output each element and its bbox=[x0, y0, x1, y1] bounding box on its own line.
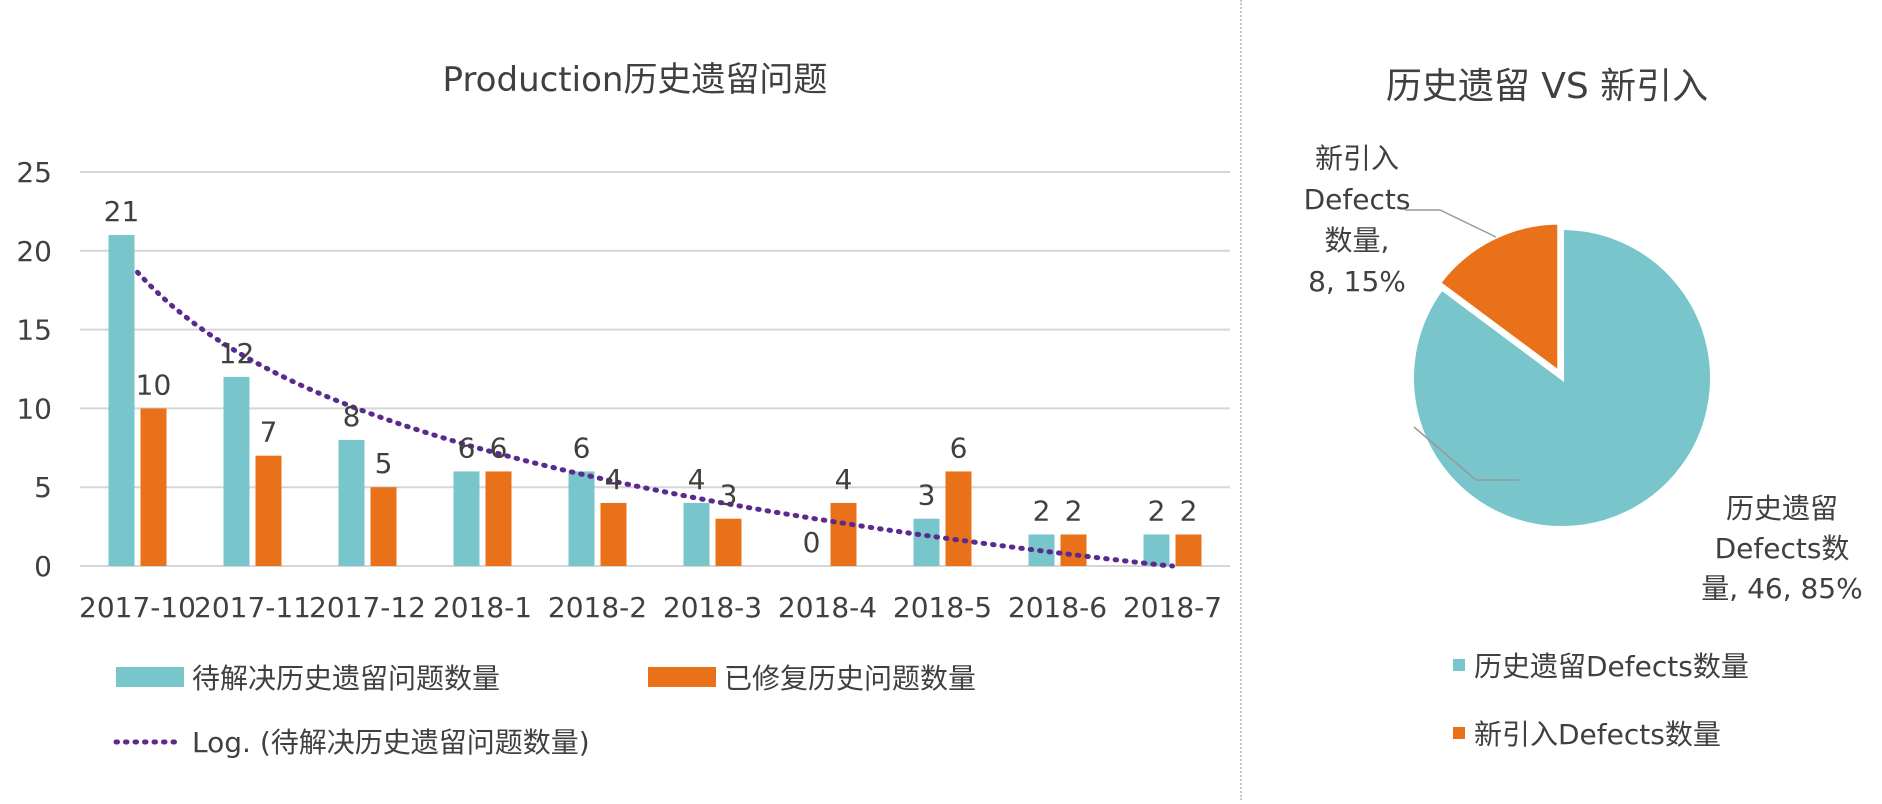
bars bbox=[108, 235, 1202, 567]
pie-slices bbox=[1410, 220, 1714, 530]
legend-label-legacy: 历史遗留Defects数量 bbox=[1474, 650, 1749, 683]
bar-fixed bbox=[1060, 534, 1087, 566]
bar-fixed bbox=[485, 471, 512, 566]
y-tick-label: 20 bbox=[16, 235, 52, 268]
pie-chart-panel: 历史遗留 VS 新引入 历史遗留 Defects数量, 46, 85% 新引入 Def… bbox=[1242, 0, 1882, 800]
legend-label-pending: 待解决历史遗留问题数量 bbox=[192, 662, 500, 695]
data-label: 0 bbox=[803, 526, 821, 559]
bar-fixed bbox=[945, 471, 972, 566]
pie-slice-legacy bbox=[1410, 225, 1714, 530]
data-label: 2 bbox=[1065, 494, 1083, 527]
data-label: 6 bbox=[458, 431, 476, 464]
y-tick-label: 15 bbox=[16, 314, 52, 347]
legend-label-new: 新引入Defects数量 bbox=[1474, 718, 1721, 751]
data-label: 6 bbox=[573, 431, 591, 464]
bar-fixed bbox=[370, 487, 397, 566]
x-tick-label: 2018-5 bbox=[893, 591, 992, 624]
y-tick-label: 25 bbox=[16, 156, 52, 189]
panel-divider bbox=[1240, 0, 1242, 800]
bar-chart-panel: Production历史遗留问题 0 5 10 15 20 25 21 10 12 7 8 5 6 6 6… bbox=[16, 60, 1230, 759]
bar-pending bbox=[683, 502, 710, 566]
leader-line-new bbox=[1405, 209, 1497, 238]
bar-fixed bbox=[1175, 534, 1202, 566]
y-tick-label: 5 bbox=[34, 471, 52, 504]
data-label: 8 bbox=[343, 400, 361, 433]
x-tick-label: 2017-12 bbox=[309, 591, 426, 624]
legend-swatch-fixed bbox=[648, 667, 716, 687]
data-label: 2 bbox=[1180, 494, 1198, 527]
pie-legend: 历史遗留Defects数量 新引入Defects数量 bbox=[1453, 650, 1749, 751]
x-tick-label: 2018-3 bbox=[663, 591, 762, 624]
legend-swatch-legacy bbox=[1453, 659, 1465, 671]
data-label: 3 bbox=[918, 479, 936, 512]
x-tick-label: 2018-1 bbox=[433, 591, 532, 624]
leader-line-legacy bbox=[1413, 426, 1519, 481]
data-label: 7 bbox=[260, 416, 278, 449]
data-label: 21 bbox=[104, 195, 140, 228]
pie-label-legacy: 历史遗留 Defects数量, 46, 85% bbox=[1701, 492, 1862, 605]
data-label: 4 bbox=[688, 463, 706, 496]
bar-fixed bbox=[715, 518, 742, 566]
legend-swatch-new bbox=[1453, 727, 1465, 739]
pie-leader-lines bbox=[1405, 209, 1519, 481]
data-label: 6 bbox=[490, 431, 508, 464]
x-tick-label: 2018-2 bbox=[548, 591, 647, 624]
pie-chart-title: 历史遗留 VS 新引入 bbox=[1386, 66, 1708, 107]
data-label: 5 bbox=[375, 447, 393, 480]
bar-chart-title: Production历史遗留问题 bbox=[443, 60, 828, 100]
data-label: 10 bbox=[136, 368, 172, 401]
data-label: 4 bbox=[605, 463, 623, 496]
y-tick-label: 0 bbox=[34, 550, 52, 583]
pie-data-labels: 历史遗留 Defects数量, 46, 85% 新引入 Defects 数量, 8, 15… bbox=[1304, 142, 1863, 605]
x-tick-label: 2018-7 bbox=[1123, 591, 1222, 624]
pie-chart: 历史遗留 VS 新引入 历史遗留 Defects数量, 46, 85% 新引入 Def… bbox=[1304, 66, 1863, 751]
bar-pending bbox=[338, 439, 365, 566]
bar-pending bbox=[568, 471, 595, 566]
x-tick-label: 2017-10 bbox=[79, 591, 196, 624]
bar-fixed bbox=[140, 408, 167, 566]
data-label: 12 bbox=[219, 337, 255, 370]
bar-pending bbox=[223, 376, 250, 566]
data-label: 4 bbox=[835, 463, 853, 496]
bar-fixed bbox=[600, 502, 627, 566]
x-tick-label: 2018-4 bbox=[778, 591, 877, 624]
legend-label-fixed: 已修复历史问题数量 bbox=[724, 662, 976, 695]
bar-pending bbox=[913, 518, 940, 566]
x-tick-label: 2017-11 bbox=[194, 591, 311, 624]
y-tick-label: 10 bbox=[16, 392, 52, 425]
pie-slice-new bbox=[1436, 220, 1562, 377]
log-trendline bbox=[135, 269, 1175, 569]
trendline bbox=[135, 269, 1175, 569]
bar-pending bbox=[1143, 534, 1170, 566]
legend-label-trendline: Log. (待解决历史遗留问题数量) bbox=[192, 726, 590, 759]
y-axis-ticks: 0 5 10 15 20 25 bbox=[16, 156, 52, 583]
data-label: 2 bbox=[1033, 494, 1051, 527]
bar-fixed bbox=[830, 502, 857, 566]
bar-pending bbox=[453, 471, 480, 566]
bar-legend: 待解决历史遗留问题数量 已修复历史问题数量 Log. (待解决历史遗留问题数量) bbox=[113, 662, 976, 759]
pie-label-new: 新引入 Defects 数量, 8, 15% bbox=[1304, 142, 1411, 298]
legend-swatch-pending bbox=[116, 667, 184, 687]
x-tick-label: 2018-6 bbox=[1008, 591, 1107, 624]
data-label: 2 bbox=[1148, 494, 1166, 527]
data-label: 3 bbox=[720, 479, 738, 512]
bar-fixed bbox=[255, 455, 282, 566]
data-label: 6 bbox=[950, 431, 968, 464]
bar-pending bbox=[108, 235, 135, 567]
